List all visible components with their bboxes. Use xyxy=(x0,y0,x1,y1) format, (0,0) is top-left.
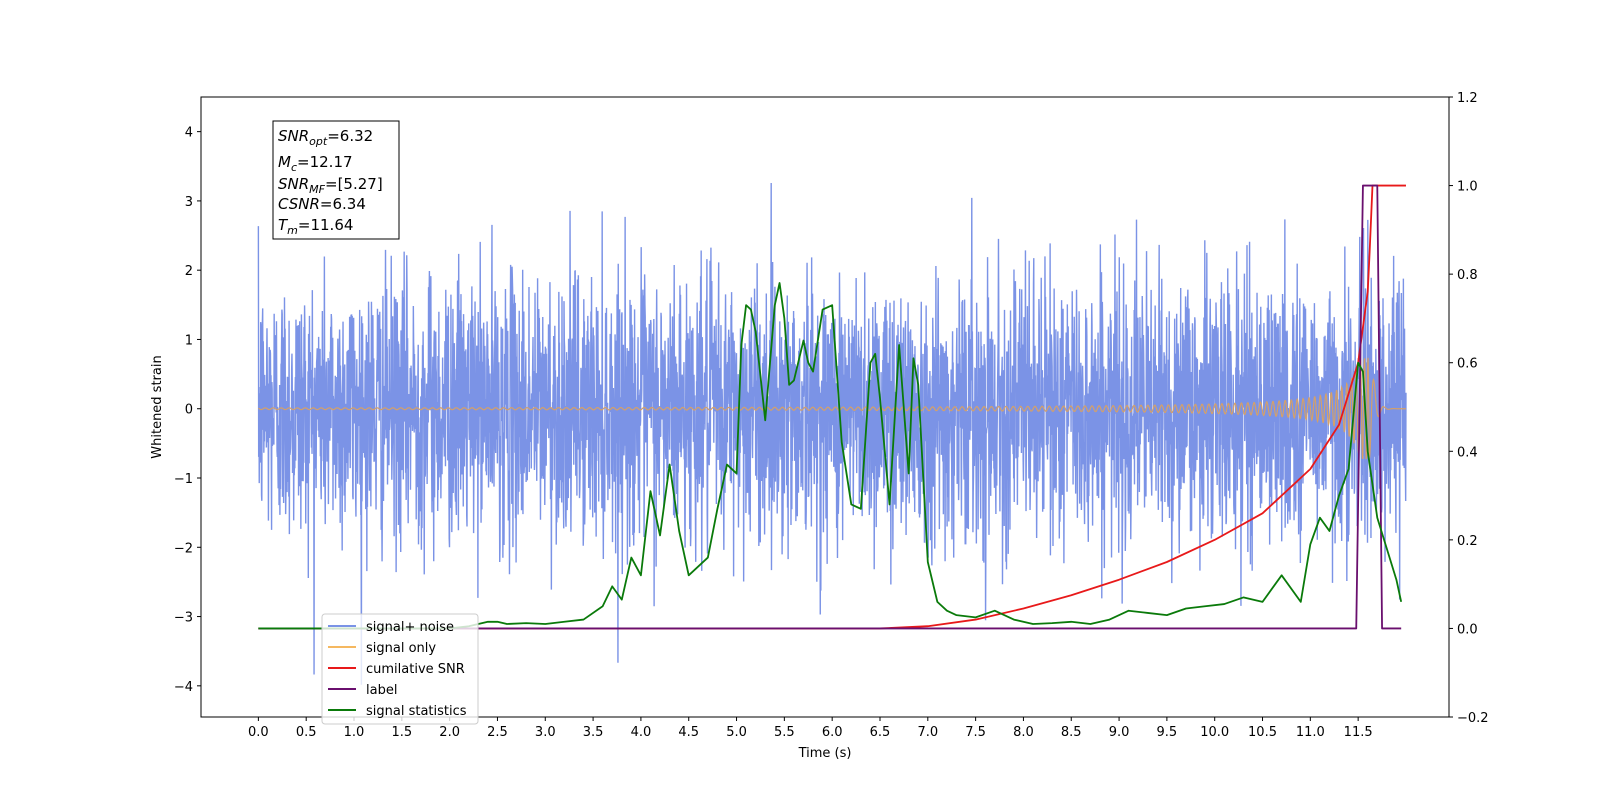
y-tick-label: −4 xyxy=(174,680,193,695)
plot-area xyxy=(258,183,1406,685)
x-tick-label: 8.5 xyxy=(1061,725,1082,740)
info-snr-mf: SNRMF=[5.27] xyxy=(278,175,383,196)
x-tick-label: 2.5 xyxy=(487,725,508,740)
x-tick-label: 7.0 xyxy=(917,725,938,740)
x-tick-label: 3.0 xyxy=(535,725,556,740)
y-tick-label: −2 xyxy=(174,541,193,556)
x-tick-label: 11.5 xyxy=(1344,725,1373,740)
x-tick-label: 5.5 xyxy=(774,725,795,740)
y-tick-label: 1 xyxy=(185,333,193,348)
y-axis-right: −0.2 0.0 0.2 0.4 0.6 0.8 1.0 1.2 xyxy=(1449,91,1489,726)
y-tick-label: 3 xyxy=(185,195,193,210)
y-tick-label: −3 xyxy=(174,611,193,626)
y-right-tick-label: 1.2 xyxy=(1457,91,1478,106)
y-tick-label: −1 xyxy=(174,472,193,487)
y-right-tick-label: 0.4 xyxy=(1457,445,1478,460)
x-tick-label: 4.0 xyxy=(631,725,652,740)
y-axis-left: −4 −3 −2 −1 0 1 2 3 4 xyxy=(174,126,201,695)
y-right-tick-label: −0.2 xyxy=(1457,711,1489,726)
info-csnr: CSNR=6.34 xyxy=(278,195,366,213)
info-box: SNRopt=6.32 Mc=12.17 SNRMF=[5.27] CSNR=6… xyxy=(273,121,399,239)
legend-label-signal-only: signal only xyxy=(366,641,436,656)
y-right-tick-label: 1.0 xyxy=(1457,180,1478,195)
x-tick-label: 4.5 xyxy=(678,725,699,740)
x-tick-label: 0.5 xyxy=(296,725,317,740)
x-tick-label: 6.0 xyxy=(822,725,843,740)
x-tick-label: 0.0 xyxy=(248,725,269,740)
x-tick-label: 1.5 xyxy=(391,725,412,740)
x-tick-label: 6.5 xyxy=(870,725,891,740)
y-tick-label: 2 xyxy=(185,264,193,279)
x-tick-label: 8.0 xyxy=(1013,725,1034,740)
x-tick-label: 10.5 xyxy=(1248,725,1277,740)
y-tick-label: 0 xyxy=(185,403,193,418)
x-tick-label: 2.0 xyxy=(439,725,460,740)
x-tick-label: 3.5 xyxy=(583,725,604,740)
x-tick-label: 11.0 xyxy=(1296,725,1325,740)
x-axis-label: Time (s) xyxy=(798,746,852,761)
x-tick-label: 9.0 xyxy=(1109,725,1130,740)
y-axis-label: Whitened strain xyxy=(150,355,165,458)
x-tick-label: 9.5 xyxy=(1157,725,1178,740)
y-right-tick-label: 0.2 xyxy=(1457,534,1478,549)
legend: signal+ noise signal only cumilative SNR… xyxy=(322,614,478,724)
legend-label-signal-statistics: signal statistics xyxy=(366,704,467,719)
legend-label-signal-noise: signal+ noise xyxy=(366,620,454,635)
y-tick-label: 4 xyxy=(185,126,193,141)
y-right-tick-label: 0.6 xyxy=(1457,357,1478,372)
x-tick-label: 5.0 xyxy=(726,725,747,740)
series-signal-noise xyxy=(258,183,1406,685)
y-right-tick-label: 0.8 xyxy=(1457,268,1478,283)
info-mc: Mc=12.17 xyxy=(278,153,353,174)
y-right-tick-label: 0.0 xyxy=(1457,622,1478,637)
legend-label-label: label xyxy=(366,683,397,698)
x-tick-label: 1.0 xyxy=(344,725,365,740)
legend-label-cumilative-snr: cumilative SNR xyxy=(366,662,465,677)
x-tick-label: 7.5 xyxy=(965,725,986,740)
x-tick-label: 10.0 xyxy=(1200,725,1229,740)
